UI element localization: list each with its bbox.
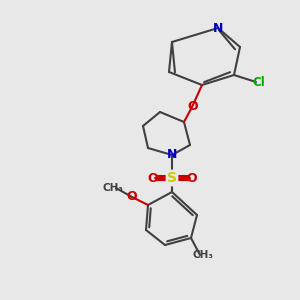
- Text: CH₃: CH₃: [103, 183, 124, 193]
- Text: O: O: [187, 172, 197, 184]
- Text: Cl: Cl: [253, 76, 266, 88]
- Text: N: N: [213, 22, 223, 34]
- Text: O: O: [188, 100, 198, 113]
- Text: N: N: [167, 148, 177, 161]
- Text: S: S: [167, 171, 177, 185]
- Text: CH₃: CH₃: [193, 250, 214, 260]
- Text: O: O: [148, 172, 158, 184]
- Text: O: O: [127, 190, 137, 203]
